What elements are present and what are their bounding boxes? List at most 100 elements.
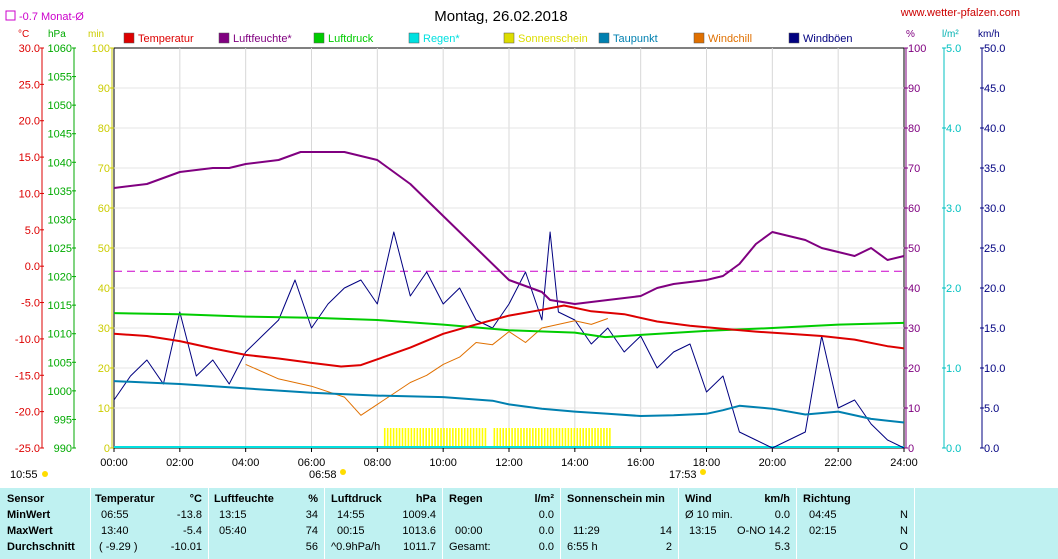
- tick-label-wind: 50.0: [984, 43, 1005, 55]
- tick-label-pressure: 1045: [48, 129, 72, 141]
- tick-label-temperature: 25.0: [19, 79, 40, 91]
- sunshine-bar: [502, 428, 505, 448]
- unit-sun: min: [88, 29, 104, 40]
- direction-max-time: 02:15: [809, 525, 837, 537]
- tick-label-pressure: 1000: [48, 386, 72, 398]
- pressure-max-time: 00:15: [337, 525, 365, 537]
- temp-avg: -10.01: [170, 541, 202, 553]
- stats-header-wind: Wind: [685, 493, 712, 505]
- series-line-luftdruck: [113, 312, 905, 339]
- tick-label-wind: 35.0: [984, 163, 1005, 175]
- monthly-avg-icon: [5, 10, 16, 21]
- stats-col-empty: [914, 488, 1058, 559]
- stats-col-wind: Wind km/h Ø 10 min. 0.0 13:15 O-NO 14.2 …: [678, 488, 796, 559]
- direction-min-time: 04:45: [809, 509, 837, 521]
- tick-label-temperature: -15.0: [15, 370, 40, 382]
- pressure-min-time: 14:55: [337, 509, 365, 521]
- x-tick-label: 00:00: [100, 457, 128, 469]
- sunshine-bar: [410, 428, 413, 448]
- x-tick-label: 04:00: [232, 457, 260, 469]
- stats-header-direction: Richtung: [803, 493, 851, 505]
- sunshine-bar: [505, 428, 507, 448]
- tick-label-rain: 1.0: [946, 363, 961, 375]
- tick-label-sunshine: 100: [92, 43, 110, 55]
- axis-wind: 50.0 45.0 40.0 35.0 30.0 25.0 20.0 15.0 10.0 5.0 0…: [980, 43, 1005, 455]
- sunshine-bar: [413, 428, 416, 448]
- tick-label-temperature: -10.0: [15, 334, 40, 346]
- tick-label-sunshine: 90: [98, 83, 110, 95]
- legend-label: Windböen: [803, 33, 853, 45]
- tick-label-pressure: 1040: [48, 157, 72, 169]
- tick-label-temperature: -20.0: [15, 407, 40, 419]
- tick-label-rain: 0.0: [946, 443, 961, 455]
- temp-avg-note: ( -9.29 ): [99, 541, 138, 553]
- tick-label-humidity: 20: [908, 363, 920, 375]
- stats-header-temp: Temperatur: [95, 493, 155, 505]
- rain-min: 0.0: [538, 509, 554, 521]
- temp-max-time: 13:40: [101, 525, 129, 537]
- sunshine-bar: [552, 428, 555, 448]
- sunshine-bar: [561, 428, 564, 448]
- sunshine-bar: [537, 428, 540, 448]
- sunshine-bar: [469, 428, 472, 448]
- tick-label-pressure: 1025: [48, 243, 72, 255]
- sunshine-bar: [535, 428, 537, 448]
- sunshine-bars: [383, 428, 611, 448]
- unit-humidity: %: [906, 29, 915, 40]
- tick-label-pressure: 990: [54, 443, 72, 455]
- tick-label-humidity: 70: [908, 163, 920, 175]
- direction-avg-dir: O: [899, 541, 908, 553]
- x-tick-label: 22:00: [824, 457, 852, 469]
- tick-label-sunshine: 0: [104, 443, 110, 455]
- sun-max-time: 11:29: [573, 525, 600, 537]
- series-line-windben: [113, 231, 905, 449]
- rain-max-time: 00:00: [455, 525, 483, 537]
- website-link[interactable]: www.wetter-pfalzen.com: [900, 7, 1020, 19]
- series-lines: [113, 151, 905, 449]
- tick-label-humidity: 80: [908, 123, 920, 135]
- sunshine-bar: [576, 428, 579, 448]
- unit-temp: °C: [18, 29, 29, 40]
- x-tick-label: 06:00: [298, 457, 326, 469]
- sunshine-bar: [520, 428, 522, 448]
- stats-header-sun: Sonnenschein min: [567, 493, 665, 505]
- stats-col-direction: Richtung 04:45 N 02:15 N O: [796, 488, 914, 559]
- series-line-luftfeuchte: [113, 151, 905, 305]
- sunshine-bar: [591, 428, 593, 448]
- sunshine-bar: [606, 428, 608, 448]
- tick-label-humidity: 90: [908, 83, 920, 95]
- sunshine-bar: [407, 428, 410, 448]
- legend-swatch: [123, 32, 135, 44]
- sunrise-icon: [340, 469, 346, 475]
- sunshine-bar: [532, 428, 534, 448]
- wind-min: 0.0: [774, 509, 790, 521]
- tick-label-rain: 3.0: [946, 203, 961, 215]
- tick-label-temperature: 5.0: [25, 225, 40, 237]
- weather-chart: Montag, 26.02.2018 www.wetter-pfalzen.co…: [5, 7, 1020, 481]
- sunshine-bar: [546, 428, 549, 448]
- tick-label-sunshine: 10: [98, 403, 110, 415]
- sun-icon-left: [42, 471, 48, 477]
- unit-pressure: hPa: [48, 29, 66, 40]
- sunshine-bar: [496, 428, 499, 448]
- sunshine-bar: [460, 428, 463, 448]
- stats-unit-pressure: hPa: [415, 493, 436, 505]
- x-tick-label: 16:00: [627, 457, 655, 469]
- x-tick-label: 18:00: [693, 457, 721, 469]
- rain-total-label: Gesamt:: [449, 541, 491, 553]
- wind-max-dir: O-NO: [737, 525, 766, 537]
- unit-wind: km/h: [978, 29, 1000, 40]
- stats-panel: Sensor MinWert MaxWert Durchschnitt Temp…: [0, 488, 1058, 559]
- tick-label-wind: 5.0: [984, 403, 999, 415]
- sunshine-bar: [419, 428, 422, 448]
- bottom-left-time: 10:55: [10, 469, 38, 481]
- tick-label-sunshine: 40: [98, 283, 110, 295]
- stats-header-pressure: Luftdruck: [331, 493, 382, 505]
- row-label-avg: Durchschnitt: [7, 541, 75, 553]
- row-label-min: MinWert: [7, 509, 51, 521]
- chart-title: Montag, 26.02.2018: [434, 8, 567, 25]
- humidity-min-time: 13:15: [219, 509, 247, 521]
- stats-unit-rain: l/m²: [534, 493, 554, 505]
- sunshine-bar: [567, 428, 570, 448]
- sunshine-bar: [478, 428, 481, 448]
